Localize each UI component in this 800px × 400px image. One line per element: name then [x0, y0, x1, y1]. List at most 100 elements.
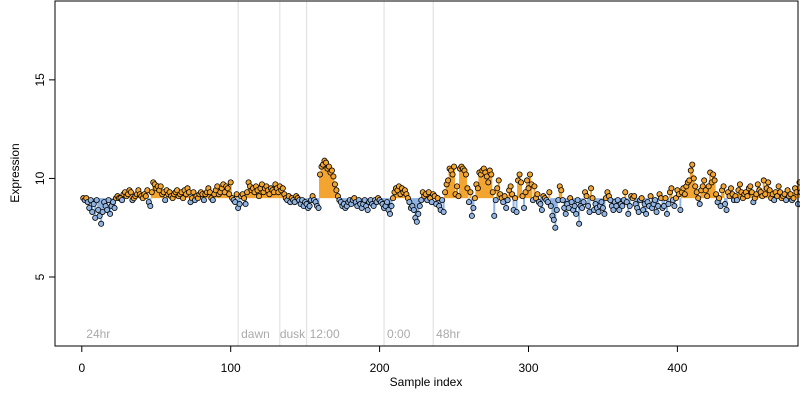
data-point: [733, 197, 740, 204]
data-point: [668, 185, 675, 192]
phase-label: 0:00: [387, 327, 411, 341]
data-point: [765, 179, 772, 186]
data-point: [558, 187, 565, 194]
data-point: [364, 206, 371, 213]
data-point: [722, 201, 729, 208]
data-point: [665, 201, 672, 208]
data-point: [415, 210, 422, 217]
data-point: [242, 201, 249, 208]
data-point: [653, 208, 660, 215]
data-point: [550, 216, 557, 223]
data-point: [111, 204, 118, 211]
data-point: [512, 195, 519, 202]
data-point: [503, 204, 510, 211]
data-point: [491, 212, 498, 219]
y-axis: 5 10 15: [33, 73, 55, 280]
data-point: [513, 208, 520, 215]
data-point: [775, 183, 782, 190]
data-point: [631, 193, 638, 200]
y-tick-label: 10: [33, 171, 47, 185]
data-point: [119, 197, 126, 204]
phase-label: 12:00: [310, 327, 340, 341]
data-point: [226, 191, 233, 198]
data-point: [200, 197, 207, 204]
data-point: [516, 171, 523, 178]
phase-label: 24hr: [86, 327, 110, 341]
data-point: [90, 201, 97, 208]
data-point: [702, 187, 709, 194]
data-point: [547, 203, 554, 210]
x-tick-label: 100: [221, 361, 241, 375]
data-point: [504, 197, 511, 204]
data-point: [526, 171, 533, 178]
data-point: [489, 189, 496, 196]
data-point: [573, 210, 580, 217]
x-tick-label: 0: [78, 361, 85, 375]
x-tick-label: 200: [370, 361, 390, 375]
data-point: [236, 201, 243, 208]
data-point: [601, 210, 608, 217]
data-point: [568, 199, 575, 206]
data-point: [98, 220, 105, 227]
data-point: [625, 210, 632, 217]
data-point: [87, 197, 94, 204]
data-point: [640, 206, 647, 213]
data-point: [467, 189, 474, 196]
data-point: [157, 183, 164, 190]
data-point: [701, 177, 708, 184]
data-point: [110, 199, 117, 206]
data-point: [747, 183, 754, 190]
data-point: [224, 185, 231, 192]
data-point: [519, 193, 526, 200]
data-point: [190, 189, 197, 196]
data-point: [524, 177, 531, 184]
data-point: [598, 199, 605, 206]
data-point: [451, 163, 458, 170]
data-point: [610, 206, 617, 213]
data-point: [589, 195, 596, 202]
data-point: [328, 167, 335, 174]
data-point: [754, 181, 761, 188]
data-point: [465, 199, 472, 206]
data-point: [643, 210, 650, 217]
data-point: [723, 206, 730, 213]
data-point: [720, 183, 727, 190]
data-point: [180, 195, 187, 202]
data-point: [727, 185, 734, 192]
data-point: [647, 193, 654, 200]
data-point: [241, 195, 248, 202]
data-point: [689, 161, 696, 168]
data-point: [626, 203, 633, 210]
data-point: [571, 203, 578, 210]
data-point: [470, 204, 477, 211]
data-point: [331, 181, 338, 188]
data-point: [492, 197, 499, 204]
phase-label: dusk: [280, 327, 306, 341]
data-point: [370, 203, 377, 210]
data-points: [80, 157, 800, 231]
data-point: [537, 201, 544, 208]
data-point: [710, 171, 717, 178]
data-point: [445, 177, 452, 184]
data-point: [509, 191, 516, 198]
data-point: [406, 199, 413, 206]
data-point: [389, 195, 396, 202]
data-point: [96, 212, 103, 219]
data-point: [599, 204, 606, 211]
data-point: [440, 208, 447, 215]
y-axis-title: Expression: [8, 143, 22, 202]
data-point: [531, 183, 538, 190]
data-point: [784, 187, 791, 194]
data-point: [518, 179, 525, 186]
data-point: [562, 210, 569, 217]
data-point: [333, 187, 340, 194]
data-point: [454, 183, 461, 190]
data-point: [552, 224, 559, 231]
data-point: [494, 185, 501, 192]
data-point: [713, 191, 720, 198]
data-point: [439, 197, 446, 204]
data-point: [468, 212, 475, 219]
data-point: [579, 204, 586, 211]
data-point: [699, 183, 706, 190]
